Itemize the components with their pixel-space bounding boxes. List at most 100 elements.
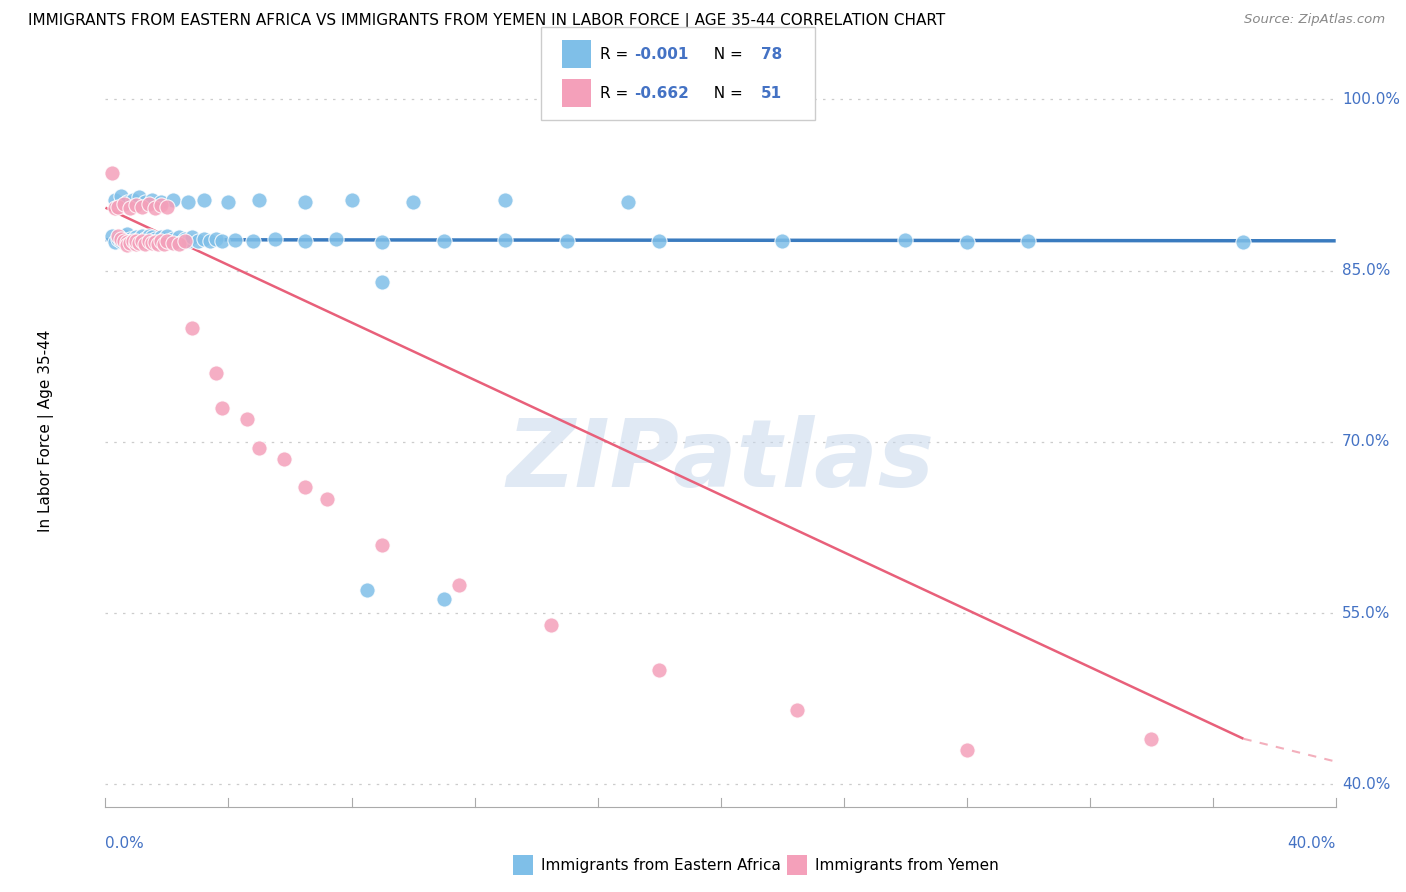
Point — [141, 236, 163, 251]
Point — [131, 234, 153, 248]
Point — [193, 231, 215, 245]
Point — [146, 234, 169, 248]
Point — [149, 194, 172, 209]
Point — [1232, 235, 1254, 249]
Point — [134, 235, 156, 249]
Point — [125, 230, 148, 244]
Point — [540, 617, 562, 632]
Point — [138, 229, 160, 244]
Point — [402, 194, 425, 209]
Point — [100, 166, 122, 180]
Point — [100, 229, 122, 244]
Point — [143, 231, 166, 245]
Point — [122, 233, 145, 247]
Point — [143, 235, 166, 249]
Point — [107, 231, 129, 245]
Point — [180, 320, 202, 334]
Point — [104, 193, 127, 207]
Point — [120, 201, 141, 215]
Point — [180, 230, 202, 244]
Point — [112, 229, 135, 244]
Point — [115, 194, 138, 209]
Point — [156, 200, 179, 214]
Point — [115, 235, 138, 249]
Point — [110, 189, 132, 203]
Point — [143, 201, 166, 215]
Point — [120, 236, 141, 251]
Point — [433, 234, 456, 248]
Point — [120, 236, 141, 251]
Point — [146, 237, 169, 252]
Point — [494, 233, 516, 247]
Point — [169, 230, 191, 244]
Point — [107, 200, 129, 214]
Point — [786, 703, 808, 717]
Point — [236, 412, 259, 426]
Point — [162, 193, 184, 207]
Text: R =: R = — [600, 86, 634, 101]
Text: 40.0%: 40.0% — [1341, 777, 1391, 792]
Point — [340, 193, 363, 207]
Point — [125, 235, 148, 249]
Point — [115, 238, 138, 252]
Point — [153, 231, 176, 245]
Point — [648, 663, 671, 677]
Point — [131, 234, 153, 248]
Text: Immigrants from Yemen: Immigrants from Yemen — [815, 858, 1000, 872]
Point — [273, 452, 295, 467]
Point — [112, 234, 135, 248]
Text: Source: ZipAtlas.com: Source: ZipAtlas.com — [1244, 13, 1385, 27]
Point — [122, 193, 145, 207]
Text: 100.0%: 100.0% — [1341, 92, 1400, 107]
Point — [294, 194, 316, 209]
Text: 78: 78 — [761, 46, 782, 62]
Point — [115, 235, 138, 249]
Text: Immigrants from Eastern Africa: Immigrants from Eastern Africa — [541, 858, 782, 872]
Point — [141, 230, 163, 244]
Point — [162, 236, 184, 251]
Point — [125, 237, 148, 252]
Point — [125, 234, 148, 248]
Point — [211, 401, 233, 415]
Point — [172, 235, 194, 249]
Point — [149, 235, 172, 249]
Point — [128, 190, 150, 204]
Text: R =: R = — [600, 46, 634, 62]
Point — [149, 234, 172, 248]
Text: IMMIGRANTS FROM EASTERN AFRICA VS IMMIGRANTS FROM YEMEN IN LABOR FORCE | AGE 35-: IMMIGRANTS FROM EASTERN AFRICA VS IMMIGR… — [28, 13, 945, 29]
Point — [165, 234, 187, 248]
Point — [134, 194, 156, 209]
Point — [648, 234, 671, 248]
Text: -0.001: -0.001 — [634, 46, 689, 62]
Point — [894, 233, 917, 247]
Point — [193, 193, 215, 207]
Point — [125, 198, 148, 212]
Point — [247, 441, 270, 455]
Point — [242, 234, 264, 248]
Text: -0.662: -0.662 — [634, 86, 689, 101]
Point — [104, 235, 127, 249]
Point — [141, 234, 163, 248]
Point — [138, 234, 160, 248]
Point — [141, 193, 163, 207]
Point — [162, 231, 184, 245]
Point — [131, 200, 153, 214]
Point — [356, 583, 378, 598]
Point — [770, 234, 793, 248]
Point — [325, 231, 347, 245]
Point — [263, 231, 285, 245]
Point — [1140, 731, 1163, 746]
Point — [211, 234, 233, 248]
Point — [104, 201, 127, 215]
Point — [156, 229, 179, 244]
Point — [315, 491, 337, 506]
Point — [138, 197, 160, 211]
Point — [617, 194, 640, 209]
Text: 55.0%: 55.0% — [1341, 606, 1391, 621]
Point — [1017, 234, 1039, 248]
Point — [128, 236, 150, 251]
Point — [449, 577, 471, 591]
Point — [555, 234, 578, 248]
Point — [159, 235, 181, 249]
Point — [128, 231, 150, 245]
